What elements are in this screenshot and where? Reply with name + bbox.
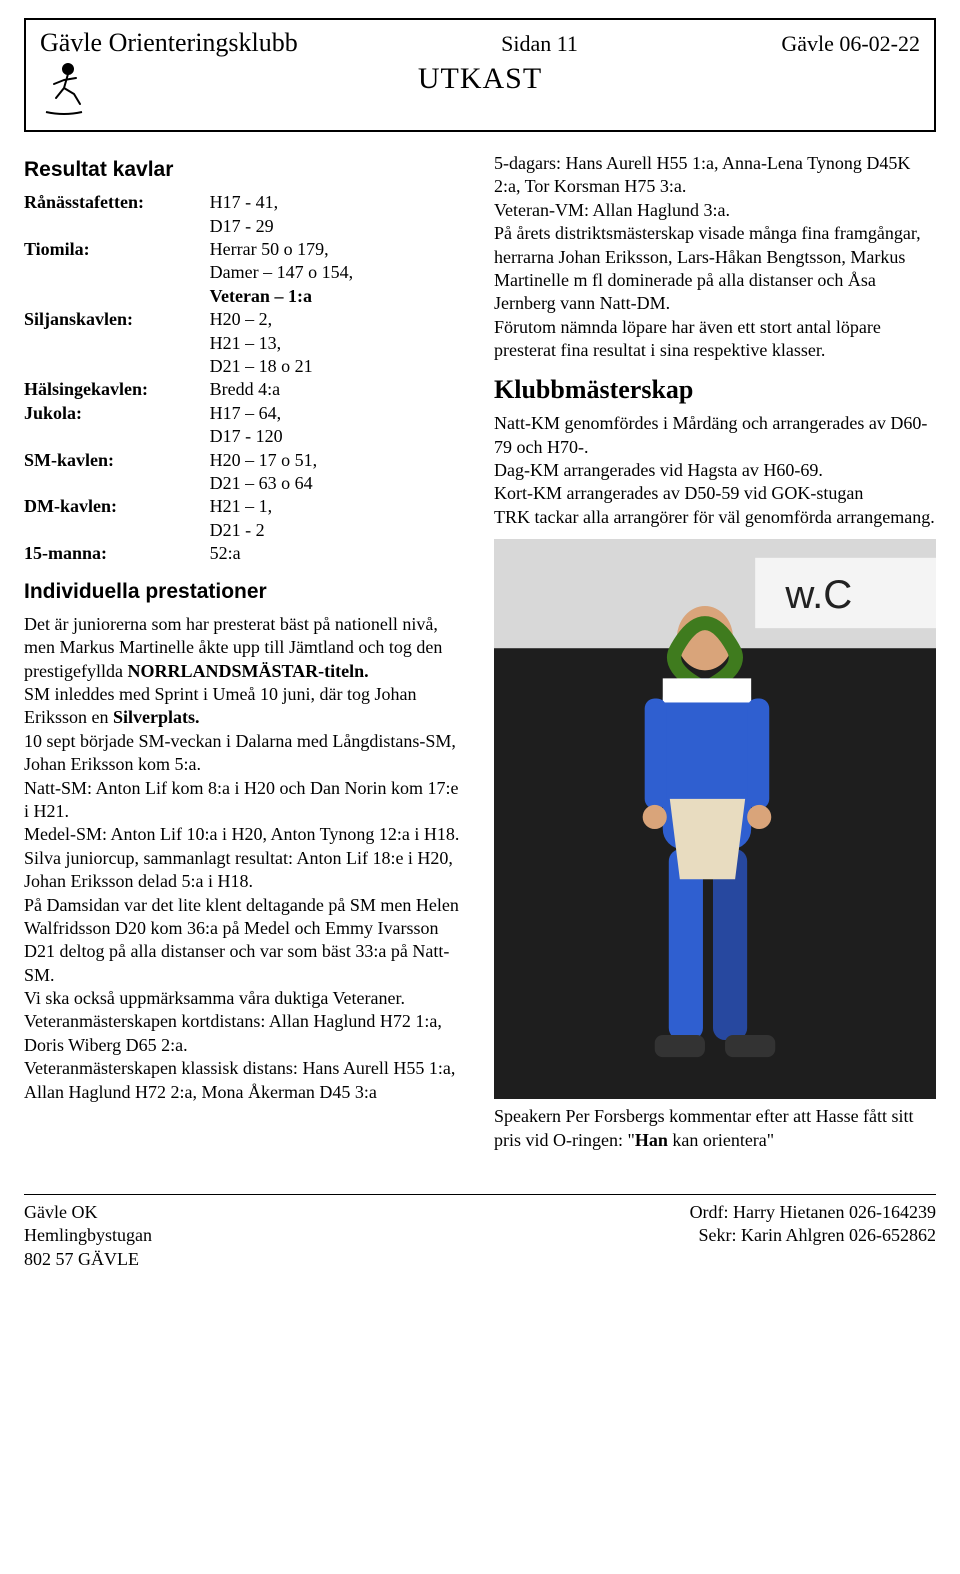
left-column: Resultat kavlar Rånässtafetten:H17 - 41,… xyxy=(24,152,466,1170)
right-column: 5-dagars: Hans Aurell H55 1:a, Anna-Lena… xyxy=(494,152,936,1170)
svg-text:w.C: w.C xyxy=(784,572,852,617)
kavlar-label: Siljanskavlen: xyxy=(24,308,210,378)
footer-secretary: Sekr: Karin Ahlgren 026-652862 xyxy=(690,1224,936,1247)
footer-left: Gävle OK Hemlingbystugan 802 57 GÄVLE xyxy=(24,1201,152,1271)
document-footer: Gävle OK Hemlingbystugan 802 57 GÄVLE Or… xyxy=(24,1201,936,1271)
kavlar-label: SM-kavlen: xyxy=(24,449,210,496)
place-date: Gävle 06-02-22 xyxy=(781,31,920,57)
kavlar-value: H17 – 64,D17 - 120 xyxy=(210,402,466,449)
kavlar-label: Tiomila: xyxy=(24,238,210,308)
kavlar-value: H21 – 1,D21 - 2 xyxy=(210,495,466,542)
kavlar-label: DM-kavlen: xyxy=(24,495,210,542)
caption-post: kan orientera" xyxy=(668,1130,774,1150)
section-title-kavlar: Resultat kavlar xyxy=(24,156,466,183)
photo-caption: Speakern Per Forsbergs kommentar efter a… xyxy=(494,1105,936,1152)
footer-rule xyxy=(24,1194,936,1195)
sub-title-klubbmasterskap: Klubbmästerskap xyxy=(494,373,936,407)
kavlar-label: Hälsingekavlen: xyxy=(24,378,210,401)
left-body-text: Det är juniorerna som har presterat bäst… xyxy=(24,613,466,1104)
footer-address2: 802 57 GÄVLE xyxy=(24,1248,152,1271)
kavlar-value: H20 – 2,H21 – 13,D21 – 18 o 21 xyxy=(210,308,466,378)
kavlar-label: Jukola: xyxy=(24,402,210,449)
kavlar-value: H20 – 17 o 51,D21 – 63 o 64 xyxy=(210,449,466,496)
kavlar-value: Herrar 50 o 179,Damer – 147 o 154,Vetera… xyxy=(210,238,466,308)
document-title: UTKAST xyxy=(88,62,872,96)
document-header: Gävle Orienteringsklubb Sidan 11 Gävle 0… xyxy=(24,18,936,132)
photo-runner: w.C xyxy=(494,539,936,1099)
club-name: Gävle Orienteringsklubb xyxy=(40,28,298,58)
section-title-individuella: Individuella prestationer xyxy=(24,578,466,605)
content-columns: Resultat kavlar Rånässtafetten:H17 - 41,… xyxy=(24,152,936,1170)
right-intro-text: 5-dagars: Hans Aurell H55 1:a, Anna-Lena… xyxy=(494,152,936,363)
running-figure-icon xyxy=(40,60,88,120)
kavlar-table: Rånässtafetten:H17 - 41,D17 - 29Tiomila:… xyxy=(24,191,466,565)
kavlar-label: 15-manna: xyxy=(24,542,210,565)
footer-right: Ordf: Harry Hietanen 026-164239 Sekr: Ka… xyxy=(690,1201,936,1271)
kavlar-value: H17 - 41,D17 - 29 xyxy=(210,191,466,238)
footer-club: Gävle OK xyxy=(24,1201,152,1224)
footer-address1: Hemlingbystugan xyxy=(24,1224,152,1247)
footer-chair: Ordf: Harry Hietanen 026-164239 xyxy=(690,1201,936,1224)
kavlar-label: Rånässtafetten: xyxy=(24,191,210,238)
page-number: Sidan 11 xyxy=(501,31,578,57)
kavlar-value: 52:a xyxy=(210,542,466,565)
header-top-row: Gävle Orienteringsklubb Sidan 11 Gävle 0… xyxy=(40,28,920,58)
caption-bold: Han xyxy=(635,1130,668,1150)
right-body-text: Natt-KM genomfördes i Mårdäng och arrang… xyxy=(494,412,936,529)
kavlar-value: Bredd 4:a xyxy=(210,378,466,401)
